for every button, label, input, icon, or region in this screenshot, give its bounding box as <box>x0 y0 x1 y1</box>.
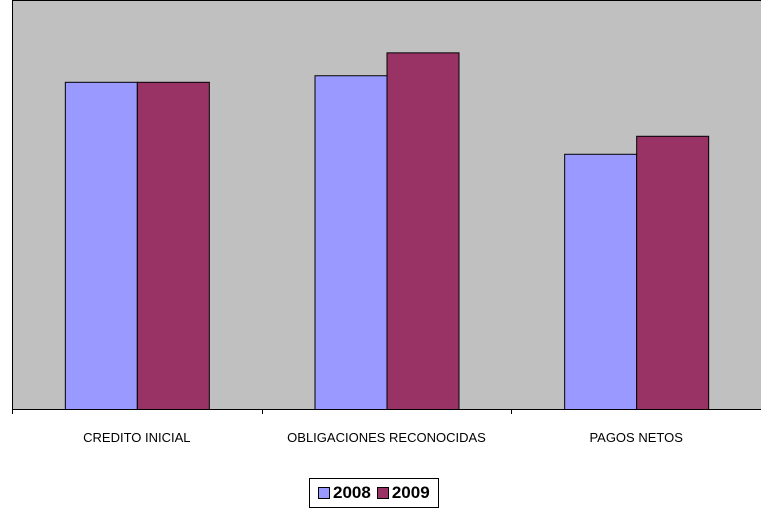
bar-obligaciones-reconocidas-2009 <box>386 52 460 411</box>
legend: 2008 2009 <box>309 478 439 508</box>
bar-credito-inicial-2008 <box>64 81 138 411</box>
bar-obligaciones-reconocidas-2008 <box>314 75 388 410</box>
bar-pagos-netos-2009 <box>636 135 710 410</box>
category-label-credito-inicial: CREDITO INICIAL <box>83 430 190 445</box>
legend-item-2009: 2009 <box>376 483 430 503</box>
legend-label-2008: 2008 <box>333 483 371 502</box>
x-axis-ticks <box>12 409 512 414</box>
bar-pagos-netos-2008 <box>564 153 638 410</box>
category-label-obligaciones-reconocidas: OBLIGACIONES RECONOCIDAS <box>287 430 486 445</box>
category-labels: CREDITO INICIAL OBLIGACIONES RECONOCIDAS P… <box>83 430 683 445</box>
bar-credito-inicial-2009 <box>136 81 210 411</box>
legend-swatch-2009 <box>376 487 389 499</box>
legend-swatch-2008 <box>318 487 330 499</box>
bars-group <box>64 52 710 411</box>
legend-item-2008: 2008 <box>318 483 371 503</box>
legend-label-2009: 2009 <box>391 483 430 502</box>
category-label-pagos-netos: PAGOS NETOS <box>589 430 683 445</box>
